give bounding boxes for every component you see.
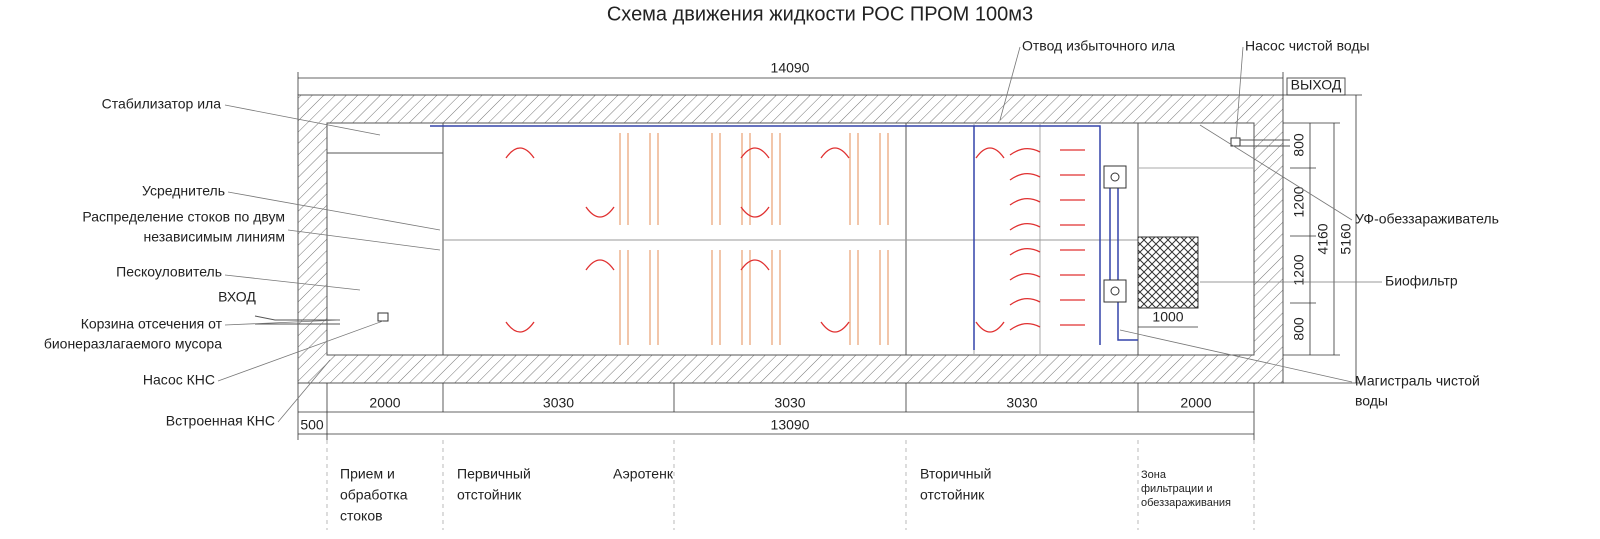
flow-arc [975, 321, 1005, 333]
dim-text: 1200 [1291, 186, 1307, 217]
flow-arc [1009, 223, 1041, 231]
flow-arc [505, 147, 535, 159]
dim-text: 2000 [369, 395, 400, 411]
partitions [327, 123, 1254, 355]
dim-text: 5160 [1338, 223, 1354, 254]
label: Встроенная КНС [166, 413, 275, 429]
label: воды [1355, 393, 1388, 409]
dim-text: 3030 [774, 395, 805, 411]
zone-label: отстойник [457, 487, 522, 503]
inner-outline [326, 122, 1255, 356]
flow-arc [1009, 148, 1041, 156]
label: бионеразлагаемого мусора [44, 336, 222, 352]
aeration-tubes [619, 133, 889, 345]
flow-arc [1009, 323, 1041, 331]
dim-text: 14090 [771, 60, 810, 76]
zone-label: Аэротенк [613, 466, 674, 482]
zone-label: Зона [1141, 469, 1167, 481]
sludge-line [430, 125, 1101, 350]
flow-arc [820, 321, 850, 333]
flow-arc [740, 147, 770, 159]
zone-label: отстойник [920, 487, 985, 503]
zone-label: Прием и [340, 466, 395, 482]
label: Насос чистой воды [1245, 38, 1370, 54]
flow-arc [975, 147, 1005, 159]
dimension-lines [297, 72, 1362, 440]
dim-text: 1200 [1291, 254, 1307, 285]
label: ВЫХОД [1291, 77, 1342, 93]
flow-arc [1009, 198, 1041, 206]
label: Распределение стоков по двум [82, 209, 285, 225]
label: Стабилизатор ила [102, 96, 222, 112]
flow-arc [740, 206, 770, 218]
label: Корзина отсечения от [81, 316, 223, 332]
flow-arrows [505, 147, 1085, 333]
label: Магистраль чистой [1355, 373, 1480, 389]
flow-arc [505, 321, 535, 333]
label: Пескоуловитель [116, 264, 222, 280]
label: Усреднитель [142, 183, 225, 199]
flow-arc [1009, 173, 1041, 181]
zone-dividers [326, 440, 1255, 530]
label: независимым линиям [144, 229, 285, 245]
dim-text: 800 [1291, 317, 1307, 341]
flow-arc [585, 259, 615, 271]
dim-text: 1000 [1152, 309, 1183, 325]
flow-arc [1009, 248, 1041, 256]
flow-arc [585, 206, 615, 218]
label: Отвод избыточного ила [1022, 38, 1175, 54]
flow-arc [1009, 273, 1041, 281]
flow-arc [820, 147, 850, 159]
zone-label: обработка [340, 487, 408, 503]
zone-label: обеззараживания [1141, 497, 1231, 509]
label: УФ-обеззараживатель [1355, 211, 1499, 227]
zone-label: фильтрации и [1141, 483, 1213, 495]
pipe-boxes [377, 137, 1241, 341]
leader-lines [217, 46, 1382, 423]
label: Насос КНС [143, 372, 215, 388]
flow-arc [740, 259, 770, 271]
label: Биофильтр [1385, 273, 1458, 289]
zone-label: Первичный [457, 466, 531, 482]
title: Схема движения жидкости РОС ПРОМ 100м3 [607, 3, 1033, 25]
biofilter-box [1137, 236, 1199, 309]
zone-label: стоков [340, 508, 383, 524]
dim-text: 500 [300, 417, 324, 433]
flow-arc [1009, 298, 1041, 306]
dim-text: 2000 [1180, 395, 1211, 411]
dim-text: 800 [1291, 133, 1307, 157]
label: ВХОД [218, 289, 256, 305]
dim-text: 3030 [1006, 395, 1037, 411]
dim-text: 4160 [1315, 223, 1331, 254]
dim-text: 13090 [771, 417, 810, 433]
dim-text: 3030 [543, 395, 574, 411]
zone-label: Вторичный [920, 466, 991, 482]
